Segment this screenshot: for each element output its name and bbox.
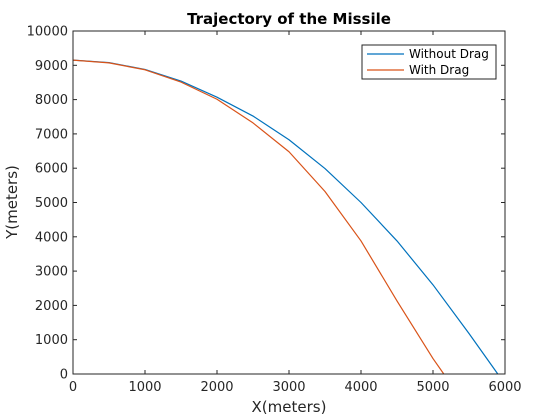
x-tick-label: 5000 (416, 380, 449, 395)
y-tick-label: 3000 (35, 265, 68, 280)
x-axis-ticks: 0 1000 2000 3000 4000 5000 6000 (69, 31, 522, 395)
y-tick-label: 6000 (35, 162, 68, 177)
x-axis-title: X(meters) (252, 398, 327, 416)
y-tick-label: 5000 (35, 196, 68, 211)
y-tick-label: 1000 (35, 333, 68, 348)
y-axis-title: Y(meters) (3, 165, 21, 240)
x-tick-label: 2000 (200, 380, 233, 395)
x-tick-label: 1000 (128, 380, 161, 395)
legend-label-without-drag: Without Drag (409, 47, 489, 61)
legend: Without Drag With Drag (361, 44, 497, 80)
x-tick-label: 0 (69, 380, 77, 395)
chart-title: Trajectory of the Missile (187, 10, 391, 28)
y-tick-label: 4000 (35, 230, 68, 245)
series-line-1 (72, 59, 445, 375)
legend-label-with-drag: With Drag (409, 63, 469, 77)
y-tick-label: 10000 (27, 25, 68, 40)
y-tick-label: 9000 (35, 59, 68, 74)
plot-area (73, 31, 505, 374)
y-axis-ticks: 0 1000 2000 3000 4000 5000 6000 7000 8000 9000 100… (27, 25, 505, 383)
x-tick-label: 4000 (344, 380, 377, 395)
y-tick-label: 0 (60, 368, 68, 383)
y-tick-label: 7000 (35, 127, 68, 142)
series-layer (72, 59, 499, 375)
y-tick-label: 8000 (35, 93, 68, 108)
x-tick-label: 6000 (488, 380, 521, 395)
x-tick-label: 3000 (272, 380, 305, 395)
y-tick-label: 2000 (35, 299, 68, 314)
legend-box (361, 44, 497, 80)
